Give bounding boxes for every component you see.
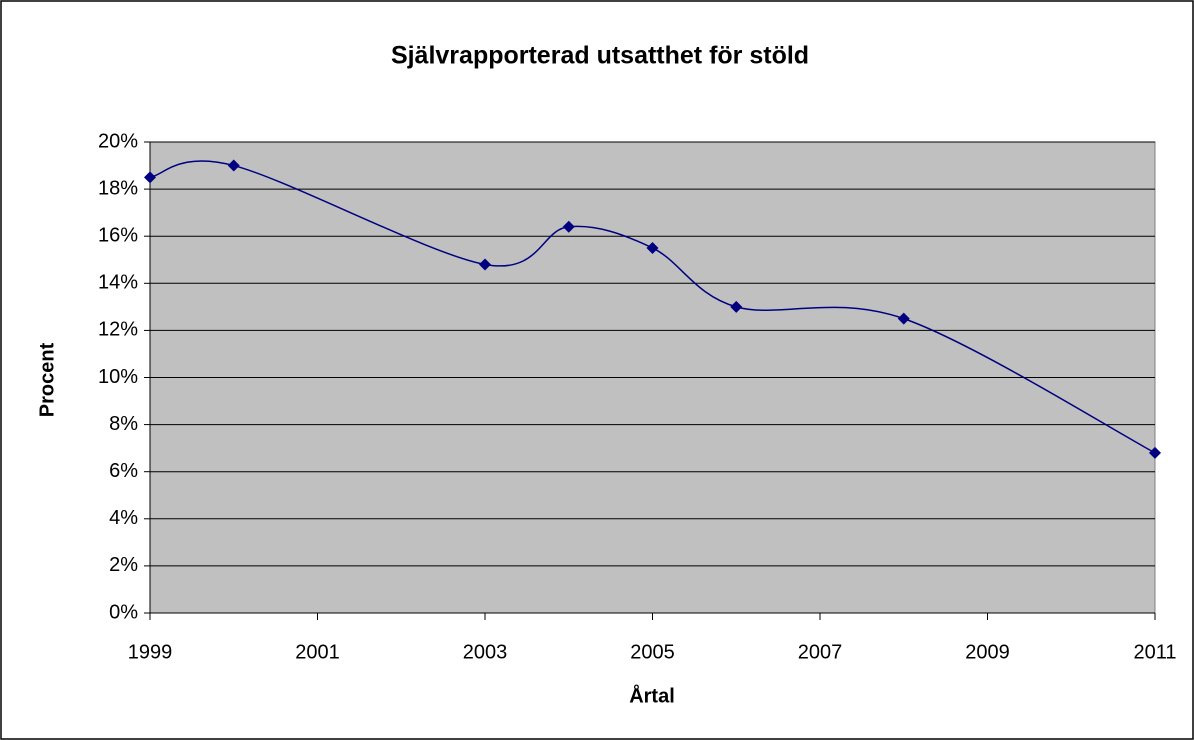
y-tick-label: 8% [109,413,138,435]
data-point [562,220,575,233]
data-point [227,159,240,172]
y-tick-label: 0% [109,601,138,623]
x-tick-label: 1999 [128,641,173,663]
y-tick-label: 10% [98,366,138,388]
y-tick-label: 16% [98,224,138,246]
x-axis-label: Årtal [629,683,675,707]
data-point [897,312,910,325]
y-tick-label: 12% [98,319,138,341]
x-tick-label: 2007 [798,641,843,663]
y-tick-label: 18% [98,177,138,199]
y-tick-label: 4% [109,507,138,529]
chart-title: Självrapporterad utsatthet för stöld [391,42,809,70]
data-point [479,258,491,271]
x-tick-label: 2005 [630,641,675,663]
data-point [730,300,743,313]
x-tick-label: 2001 [295,641,340,663]
x-tick-label: 2009 [965,641,1010,663]
data-point [1149,446,1161,459]
y-tick-label: 14% [98,272,138,294]
y-tick-label: 2% [109,554,138,576]
y-tick-label: 20% [98,130,138,152]
x-tick-label: 2011 [1133,641,1176,663]
y-tick-label: 6% [109,460,138,482]
data-point [144,171,156,184]
data-point [646,241,659,254]
x-tick-label: 2003 [463,641,508,663]
y-axis-label: Procent [36,342,58,417]
series-line [149,160,1156,454]
